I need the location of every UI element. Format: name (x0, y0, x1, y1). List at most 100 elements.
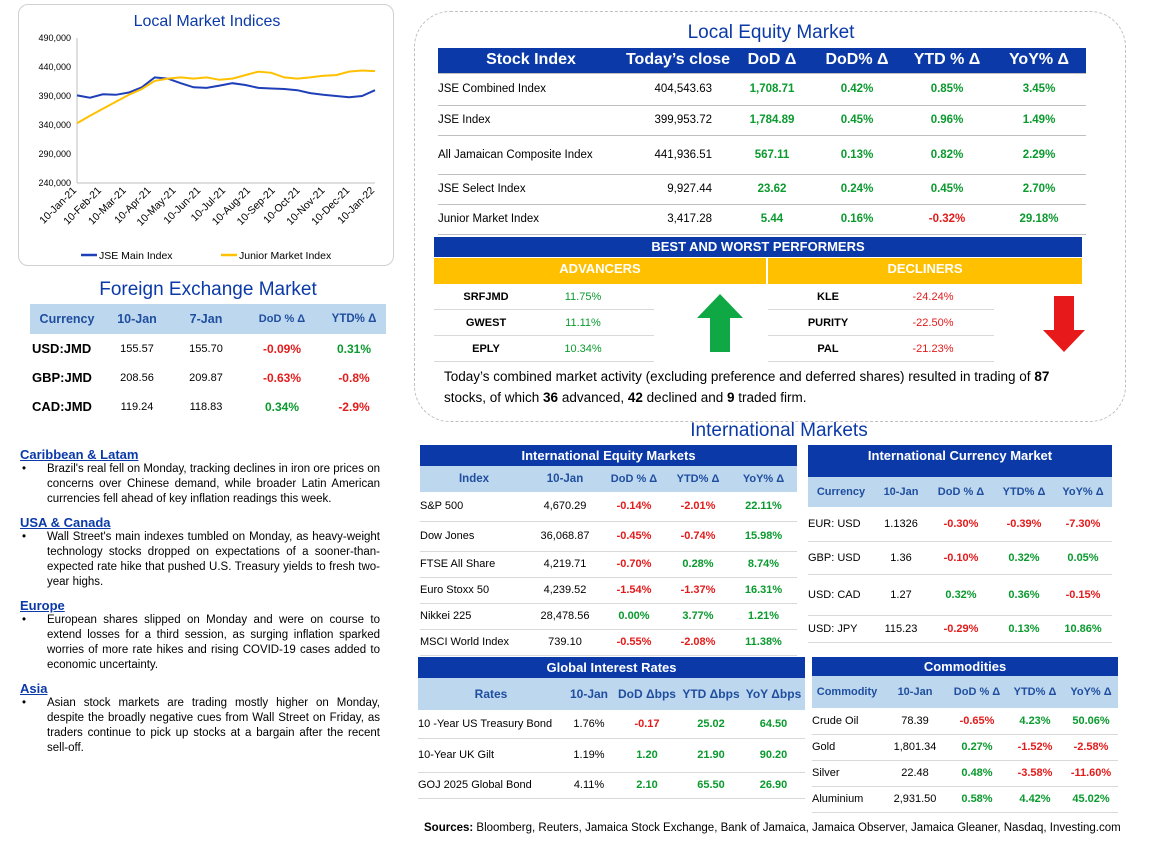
row-value: 0.58% (961, 793, 993, 805)
row-label: GBP: USD (808, 551, 861, 564)
advancer-row: EPLY 10.34% (434, 336, 654, 362)
fx-row: GBP:JMD 208.56 209.87 -0.63% -0.8% (30, 363, 386, 392)
table-header: YTD% Δ (1013, 686, 1057, 698)
row-value: -1.54% (616, 584, 652, 596)
equity-header: DoD% Δ (812, 48, 902, 74)
row-value: -0.70% (616, 558, 652, 570)
advancers-header: ADVANCERS (434, 258, 766, 284)
summary-text: stocks, of which (444, 390, 544, 405)
row-value: 78.39 (901, 714, 929, 727)
row-label: Gold (812, 741, 836, 753)
row-label: Nikkei 225 (420, 610, 472, 622)
fx-header: 10-Jan (117, 312, 157, 326)
y-tick-label: 340,000 (38, 120, 71, 130)
fx-value: -0.09% (262, 341, 302, 356)
table-header: Currency (816, 486, 866, 498)
row-value: -0.17 (634, 717, 660, 730)
commodities-title: Commodities (812, 657, 1118, 676)
row-value: 4,670.29 (543, 500, 587, 513)
stock-change: -22.50% (912, 317, 954, 329)
index-value: 0.45% (812, 105, 902, 136)
fx-value: 155.57 (120, 342, 154, 355)
row-label: Euro Stoxx 50 (420, 584, 490, 596)
equity-header: Stock Index (438, 48, 624, 74)
index-name: JSE Index (438, 105, 624, 136)
index-name: All Jamaican Composite Index (438, 135, 624, 175)
row-value: 1.19% (573, 749, 605, 761)
index-value: 2.29% (992, 135, 1086, 175)
news-section: Caribbean & Latam • Brazil's real fell on… (20, 447, 380, 756)
index-value: 0.45% (902, 174, 992, 205)
row-value: -1.37% (680, 584, 716, 596)
fx-row: CAD:JMD 119.24 118.83 0.34% -2.9% (30, 392, 386, 421)
news-item: USA & Canada • Wall Street's main indexes… (20, 515, 380, 590)
row-value: 4,239.52 (543, 584, 587, 596)
advancers-list: SRFJMD 11.75% GWEST 11.11% EPLY 10.34% (434, 284, 654, 362)
rates-table: Rates 10-Jan DoD Δbps YTD Δbps YoY Δbps … (418, 678, 805, 799)
y-tick-label: 240,000 (38, 178, 71, 188)
fx-value: -0.8% (338, 370, 370, 385)
row-value: 1.76% (573, 717, 605, 730)
row-value: 16.31% (744, 584, 783, 596)
table-row: S&P 500 4,670.29 -0.14% -2.01% 22.11% (420, 492, 797, 521)
fx-header: 7-Jan (189, 312, 223, 326)
index-value: 1,784.89 (732, 105, 812, 136)
fx-value: 0.31% (336, 341, 372, 356)
table-row: USD: CAD 1.27 0.32% 0.36% -0.15% (808, 574, 1112, 615)
row-value: -2.58% (1073, 741, 1109, 753)
summary-firm: 9 (727, 390, 735, 405)
news-text: European shares slipped on Monday and we… (47, 614, 380, 671)
stock-symbol: SRFJMD (463, 291, 509, 303)
decliner-row: PURITY -22.50% (768, 310, 994, 336)
index-name: JSE Combined Index (438, 73, 624, 106)
intl-currency-table: Currency 10-Jan DoD % Δ YTD% Δ YoY% Δ EU… (808, 477, 1112, 643)
equity-header: YTD % Δ (902, 48, 992, 74)
row-value: 0.00% (618, 610, 650, 622)
row-value: 26.90 (759, 779, 788, 791)
index-value: 0.85% (902, 73, 992, 106)
row-value: 22.48 (901, 767, 929, 779)
row-label: Crude Oil (812, 714, 859, 727)
row-value: 0.27% (961, 741, 993, 753)
bullet-icon: • (22, 697, 27, 709)
row-value: -0.15% (1065, 588, 1101, 601)
table-row: Crude Oil 78.39 -0.65% 4.23% 50.06% (812, 708, 1118, 734)
fx-title: Foreign Exchange Market (99, 279, 317, 300)
table-row: FTSE All Share 4,219.71 -0.70% 0.28% 8.74% (420, 551, 797, 577)
index-value: 567.11 (732, 135, 812, 175)
table-row: Silver 22.48 0.48% -3.58% -11.60% (812, 760, 1118, 786)
y-tick-label: 390,000 (38, 91, 71, 101)
row-value: 4.42% (1019, 793, 1051, 805)
equity-row: JSE Index 399,953.72 1,784.89 0.45% 0.96% 1.4… (438, 105, 1086, 136)
row-value: 115.23 (884, 622, 918, 635)
legend-label: JSE Main Index (99, 250, 173, 262)
fx-row: USD:JMD 155.57 155.70 -0.09% 0.31% (30, 334, 386, 363)
table-header: 10-Jan (569, 687, 609, 701)
row-value: -3.58% (1017, 767, 1053, 779)
news-text-block: • Wall Street's main indexes tumbled on M… (20, 530, 380, 590)
summary-text: advanced, (558, 390, 628, 405)
equity-row: All Jamaican Composite Index 441,936.51 56… (438, 135, 1086, 175)
table-row: MSCI World Index 739.10 -0.55% -2.08% 11.38% (420, 629, 797, 655)
row-value: 1.36 (890, 551, 912, 564)
row-value: 0.32% (945, 588, 977, 601)
row-value: 0.05% (1067, 551, 1099, 564)
row-value: 36,068.87 (540, 530, 590, 542)
stock-change: 11.11% (565, 317, 601, 329)
index-value: 0.24% (812, 174, 902, 205)
row-value: 0.36% (1008, 588, 1040, 601)
equity-header: YoY% Δ (992, 48, 1086, 74)
row-value: 4.23% (1019, 714, 1051, 727)
index-value: 0.96% (902, 105, 992, 136)
row-value: 10.86% (1064, 622, 1102, 635)
sources-label: Sources: (424, 822, 474, 834)
index-value: 3.45% (992, 73, 1086, 106)
row-label: S&P 500 (420, 500, 464, 513)
table-header: YTD Δbps (682, 687, 740, 701)
fx-value: 0.34% (264, 399, 300, 414)
row-value: 2,931.50 (893, 793, 937, 805)
line-chart: 490,000 440,000 390,000 340,000 290,000 240,0… (37, 33, 377, 262)
y-tick-label: 440,000 (38, 62, 71, 72)
sources-note: Sources: Bloomberg, Reuters, Jamaica Sto… (424, 822, 1144, 834)
fx-value: 118.83 (189, 400, 223, 413)
